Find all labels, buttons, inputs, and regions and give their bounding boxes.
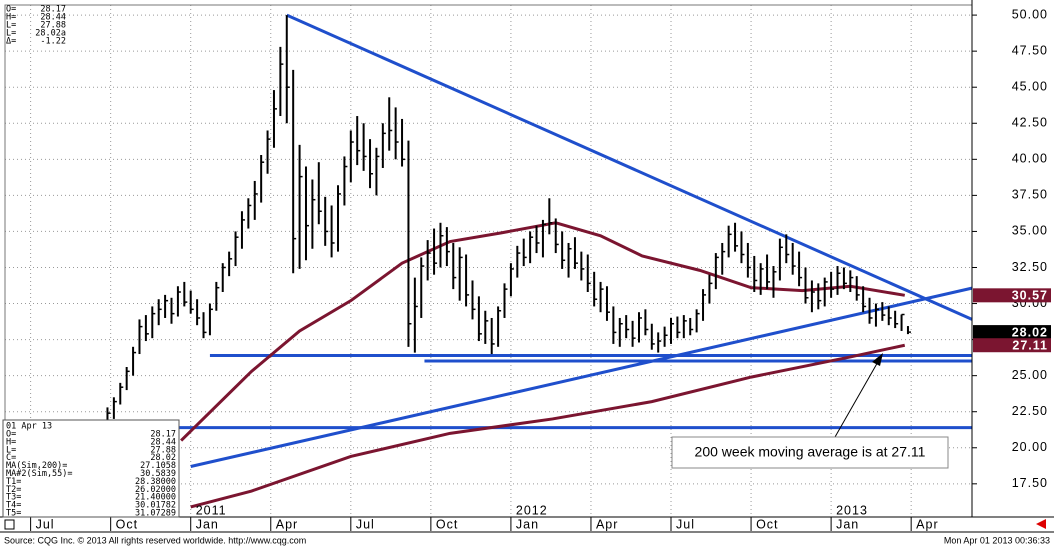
header-value: 27.88 [40,21,66,31]
info-label: O= [6,430,16,440]
info-value: 28.44 [150,437,176,447]
x-tick-label: Jul [36,517,55,531]
year-label: 2013 [836,503,868,517]
grid [5,5,972,517]
info-value: 28.38000 [135,477,176,487]
info-label: MA(Sim,200)= [6,461,67,471]
header-label: O= [6,5,16,15]
y-tick-label: 20.00 [1012,440,1048,454]
moving-average [190,343,906,509]
info-value: 21.40000 [135,493,176,503]
y-tick-label: 17.50 [1012,476,1048,490]
info-box-frame [2,419,180,518]
x-tick-label: Jan [196,517,219,531]
y-tick-label: 47.50 [1012,43,1048,57]
header-label: L= [6,21,16,31]
x-tick-label: Jul [676,517,695,531]
year-label: 2012 [516,503,548,517]
timestamp: Mon Apr 01 2013 00:36:33 [944,535,1050,545]
scroll-icon [1036,519,1046,529]
y-tick-label: 37.50 [1012,188,1048,202]
y-tick-label: 50.00 [1012,7,1048,21]
info-label: T2= [6,485,21,495]
header-value: 28.17 [40,5,66,15]
price-tag-label: 28.02 [1012,325,1048,339]
info-label: T4= [6,501,21,511]
x-tick-label: Jan [836,517,859,531]
y-tick-label: 42.50 [1012,116,1048,130]
header-value: -1.22 [40,37,66,47]
y-tick-label: 40.00 [1012,152,1048,166]
info-label: T5= [6,509,21,519]
x-tick-label: Apr [276,517,298,531]
annotation-text: 200 week moving average is at 27.11 [695,444,926,460]
y-tick-label: 45.00 [1012,80,1048,94]
annotation: 200 week moving average is at 27.11 [671,353,949,469]
x-tick-label: Oct [756,517,778,531]
x-tick-label: Jul [356,517,375,531]
header: O= 28.17 H= 28.44 L= 27.88 L= 28.02a Δ= -1.22 [6,5,66,47]
info-value: 31.07289 [135,509,176,519]
price-tag [973,288,1051,303]
info-label: T3= [6,493,21,503]
info-date: 01 Apr 13 [6,422,52,432]
header-label: L= [6,29,16,39]
info-value: 28.02 [150,453,176,463]
y-tick-label: 32.50 [1012,260,1048,274]
source: Source: CQG Inc. © 2013 All rights reser… [4,535,306,545]
x-tick-label: Jan [516,517,539,531]
annotation-arrow [834,359,880,438]
price-tag [973,338,1051,353]
header-label: Δ= [6,37,16,47]
trend-line [190,286,973,468]
axes: 17.5020.0022.5025.0027.5030.0032.5035.00… [30,7,1051,531]
info-value: 27.88 [150,445,176,455]
info-value: 30.5839 [140,469,176,479]
info-label: C= [6,453,16,463]
info-label: MA#2(Sim,55)= [6,469,73,479]
y-tick-label: 35.00 [1012,224,1048,238]
x-tick-label: Apr [916,517,938,531]
year-label: 2011 [196,503,227,517]
trend-line [286,13,973,321]
info-box: 01 Apr 13O= 28.17 H= 28.44 L= 27.88 C= 28.02 MA(… [2,419,180,519]
price-tag [973,325,1051,340]
corner-icon [4,519,15,530]
y-tick-label: 22.50 [1012,404,1048,418]
info-label: H= [6,437,16,447]
header-value: 28.02a [35,29,66,39]
header-value: 28.44 [40,13,66,23]
info-value: 28.17 [150,430,176,440]
annotation-box [671,436,949,469]
y-tick-label: 25.00 [1012,368,1048,382]
info-label: T1= [6,477,21,487]
header-label: H= [6,13,16,23]
arrow-head [872,353,883,366]
info-label: L= [6,445,16,455]
x-tick-label: Oct [116,517,138,531]
price-tag-label: 30.57 [1012,289,1048,303]
info-value: 27.1058 [140,461,176,471]
price-tag-label: 27.11 [1012,339,1048,353]
info-value: 30.01782 [135,501,176,511]
x-tick-label: Oct [436,517,458,531]
x-tick-label: Apr [596,517,618,531]
info-value: 26.02000 [135,485,176,495]
